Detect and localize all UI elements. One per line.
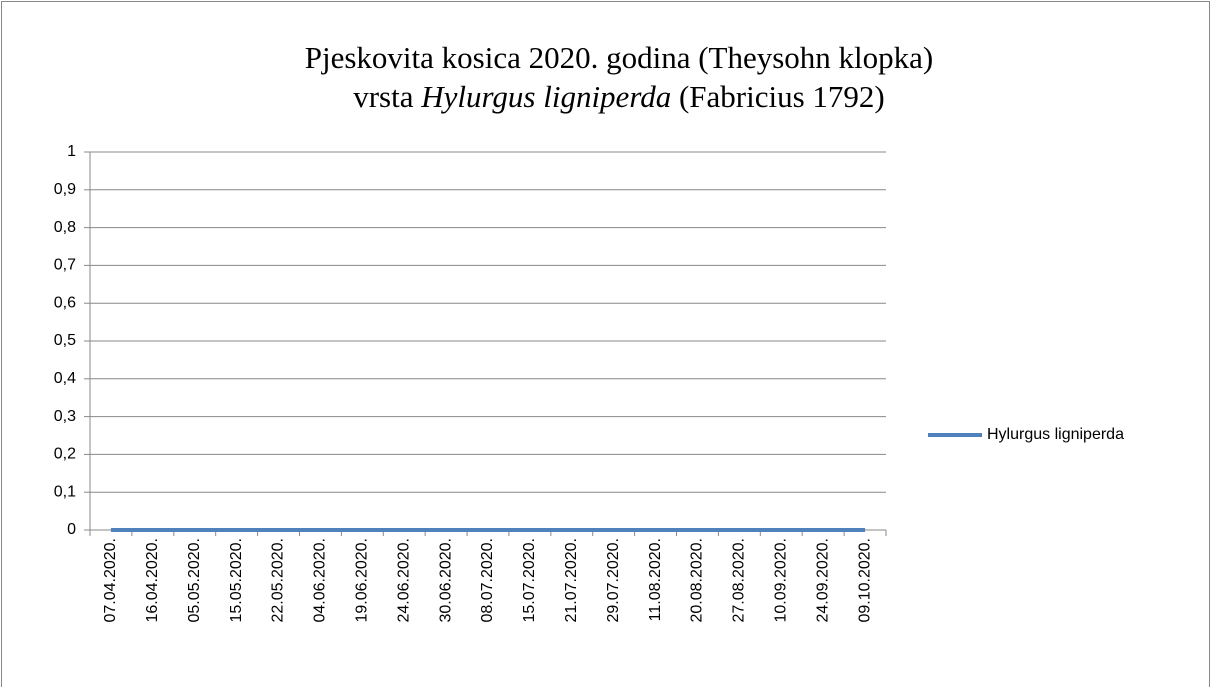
- legend-label: Hylurgus ligniperda: [987, 426, 1124, 443]
- x-tick-label: 19.06.2020.: [354, 538, 371, 623]
- y-tick-label: 0,3: [54, 408, 76, 425]
- subtitle-part: vrsta: [353, 79, 414, 114]
- chart-title: Pjeskovita kosica 2020. godina (Theysohn…: [305, 40, 934, 75]
- x-tick-label: 15.07.2020.: [521, 538, 538, 623]
- x-tick-label: 16.04.2020.: [144, 538, 161, 623]
- x-tick-label: 30.06.2020.: [437, 538, 454, 623]
- y-tick-label: 0,2: [54, 446, 76, 463]
- x-tick-label: 07.04.2020.: [102, 538, 119, 623]
- x-tick-label: 24.06.2020.: [395, 538, 412, 623]
- x-tick-label: 22.05.2020.: [270, 538, 287, 623]
- y-tick-label: 0,9: [54, 181, 76, 198]
- x-tick-label: 08.07.2020.: [479, 538, 496, 623]
- x-tick-label: 11.08.2020.: [647, 538, 664, 621]
- x-tick-label: 05.05.2020.: [186, 538, 203, 623]
- chart-subtitle: vrsta Hylurgus ligniperda (Fabricius 179…: [353, 79, 885, 114]
- y-tick-label: 0,7: [54, 257, 76, 274]
- x-tick-label: 04.06.2020.: [312, 538, 329, 623]
- x-tick-label: 20.08.2020.: [689, 538, 706, 623]
- x-tick-label: 29.07.2020.: [605, 538, 622, 623]
- x-tick-label: 09.10.2020.: [856, 538, 873, 623]
- y-tick-label: 0,1: [54, 483, 76, 500]
- y-tick-label: 0,4: [54, 370, 76, 387]
- y-tick-label: 0,6: [54, 294, 76, 311]
- y-tick-label: 0,5: [54, 332, 76, 349]
- y-tick-label: 1: [67, 143, 76, 160]
- x-tick-label: 27.08.2020.: [731, 538, 748, 623]
- x-tick-label: 10.09.2020.: [772, 538, 789, 623]
- y-tick-label: 0: [67, 521, 76, 538]
- y-tick-label: 0,8: [54, 219, 76, 236]
- x-tick-label: 21.07.2020.: [563, 538, 580, 623]
- x-tick-label: 15.05.2020.: [228, 538, 245, 623]
- subtitle-part: (Fabricius 1792): [679, 79, 885, 114]
- subtitle-species: Hylurgus ligniperda: [420, 79, 671, 114]
- x-tick-label: 24.09.2020.: [814, 538, 831, 623]
